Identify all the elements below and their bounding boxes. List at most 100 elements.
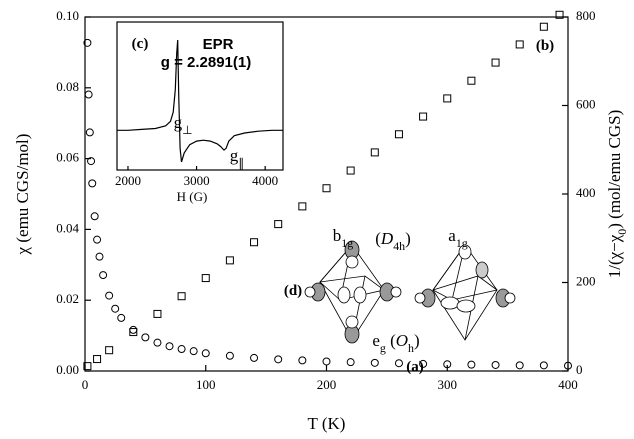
annotation-part: D — [380, 229, 394, 248]
point — [540, 362, 547, 369]
annotation: eg (Oh) — [372, 331, 419, 355]
y-tick-label: 0.06 — [56, 150, 79, 165]
point — [96, 253, 103, 260]
point — [166, 343, 173, 350]
point — [395, 360, 402, 367]
y-tick-label: 0.04 — [56, 220, 79, 235]
point — [371, 149, 378, 156]
x-tick-label: 0 — [82, 377, 89, 392]
point — [444, 95, 451, 102]
point — [226, 352, 233, 359]
y-tick-label: 0.02 — [56, 291, 79, 306]
y-axis-label: χ (emu CGS/mol) — [13, 134, 32, 256]
annotation-part: 4h — [393, 239, 405, 253]
annotation: a1g — [448, 226, 467, 250]
page: {"chart_data": [ {"type": "scatter", "x_… — [0, 0, 634, 439]
annotation-part: (b) — [536, 38, 554, 54]
point — [142, 334, 149, 341]
inset-x-tick-label: 3000 — [184, 173, 210, 188]
point — [420, 113, 427, 120]
annotation-part: (a) — [406, 359, 424, 375]
point — [540, 23, 547, 30]
point — [100, 272, 107, 279]
annotation-part: O — [396, 331, 408, 350]
orbital-drawing — [305, 241, 515, 343]
annotation: g⊥ — [174, 113, 193, 137]
point — [85, 91, 92, 98]
annotation-part: 1g — [456, 236, 468, 250]
point — [323, 185, 330, 192]
point — [89, 180, 96, 187]
annotation-part: ) — [414, 331, 420, 350]
y-tick-label: 0.08 — [56, 79, 79, 94]
point — [468, 77, 475, 84]
annotation: b1g — [333, 226, 353, 250]
chart: 0 100 200 300 400 0.00 0.02 0.04 0.06 0.08 0.10 0 20… — [0, 0, 634, 439]
inset-x-tick-label: 4000 — [252, 173, 278, 188]
annotation-part: ⊥ — [182, 123, 192, 137]
annotation-part: ∥ — [238, 156, 244, 170]
point — [154, 339, 161, 346]
point — [251, 239, 258, 246]
x-tick-label: 300 — [438, 377, 458, 392]
y-tick-label: 0.00 — [56, 362, 79, 377]
point — [299, 203, 306, 210]
point — [323, 358, 330, 365]
point — [118, 314, 125, 321]
point — [91, 213, 98, 220]
annotation: 1/(χ−χ0) (mol/emu CGS) — [605, 110, 629, 279]
point — [275, 356, 282, 363]
point — [516, 41, 523, 48]
point — [275, 221, 282, 228]
y2-tick-label: 0 — [576, 362, 583, 377]
annotation: (d) — [284, 283, 302, 299]
point — [492, 59, 499, 66]
annotation: g∥ — [230, 146, 244, 170]
point — [516, 362, 523, 369]
inset-x-tick-label: 2000 — [115, 173, 141, 188]
annotation-part: b — [333, 226, 342, 245]
point — [88, 158, 95, 165]
point — [106, 292, 113, 299]
y-tick-label: 0.10 — [56, 8, 79, 23]
annotation-part: (c) — [132, 36, 149, 52]
point — [130, 326, 137, 333]
x-tick-label: 200 — [317, 377, 337, 392]
annotation-part: ) — [405, 229, 411, 248]
point — [347, 359, 354, 366]
x-tick-label: 100 — [196, 377, 216, 392]
annotation: (c) — [132, 36, 149, 52]
point — [106, 347, 113, 354]
annotation: (a) — [406, 359, 424, 375]
annotation: g = 2.2891(1) — [161, 54, 251, 71]
annotation-part: 1g — [341, 236, 353, 250]
point — [251, 354, 258, 361]
y2-tick-label: 200 — [576, 273, 596, 288]
point — [492, 361, 499, 368]
point — [190, 348, 197, 355]
y2-tick-label: 600 — [576, 96, 596, 111]
point — [178, 346, 185, 353]
point — [94, 356, 101, 363]
point — [94, 236, 101, 243]
annotation: EPR — [203, 36, 234, 53]
annotation: (b) — [536, 38, 554, 54]
annotation-part: EPR — [203, 36, 234, 53]
annotation-part: 1/(χ−χ — [605, 234, 624, 278]
annotation-part: e — [372, 331, 380, 350]
point — [371, 359, 378, 366]
annotation-part: (d) — [284, 283, 302, 299]
point — [299, 357, 306, 364]
point — [112, 305, 119, 312]
point — [226, 257, 233, 264]
annotation-part: ( — [386, 331, 396, 350]
point — [154, 310, 161, 317]
point — [178, 293, 185, 300]
point — [202, 350, 209, 357]
x-tick-label: 400 — [558, 377, 578, 392]
point — [395, 131, 402, 138]
y2-tick-label: 400 — [576, 185, 596, 200]
point — [347, 167, 354, 174]
point — [468, 361, 475, 368]
inset-x-axis-label: H (G) — [177, 189, 208, 204]
